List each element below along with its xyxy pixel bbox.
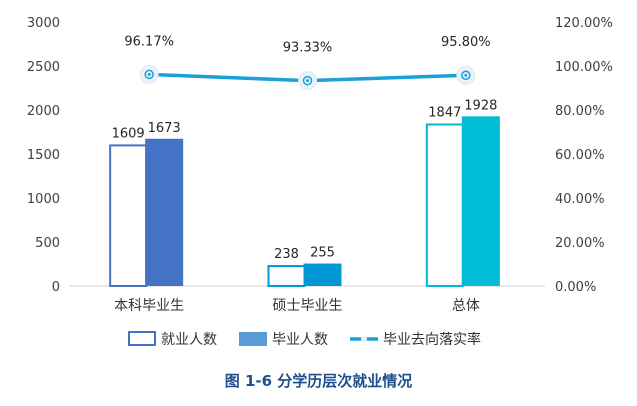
bar-data-label: 1609 [112,126,145,141]
rate-marker-icon [461,70,471,80]
bar-graduates [145,138,184,286]
legend-swatch-filled [239,332,267,346]
y-tick-label: 1500 [27,148,60,163]
y2-tick-label: 120.00% [555,16,613,31]
y-tick-label: 0 [52,280,60,295]
rate-data-label: 93.33% [283,41,333,56]
bar-employed [425,123,464,287]
y-tick-label: 2500 [27,60,60,75]
x-tick-label: 总体 [452,298,480,314]
bar-employed [267,265,306,287]
y2-tick-label: 80.00% [555,104,605,119]
legend: 就业人数 毕业人数 毕业去向落实率 [128,331,481,348]
y2-tick-label: 60.00% [555,148,605,163]
legend-label: 就业人数 [161,332,217,348]
rate-marker-dot [464,73,468,77]
rate-marker-dot [306,79,309,83]
rate-marker-icon [302,75,313,86]
bar-graduates [461,116,500,286]
rate-data-label: 96.17% [124,34,174,49]
bar-data-label: 1673 [148,121,181,136]
rate-data-label: 95.80% [441,35,491,50]
y-tick-label: 1000 [27,192,60,207]
x-tick-label: 本科毕业生 [114,298,184,314]
y-tick-label: 2000 [27,104,60,119]
x-tick-label: 硕士毕业生 [273,298,343,314]
rate-marker-icon [144,69,154,80]
bar-employed [109,144,148,287]
right-axis: 0.00% 20.00% 40.00% 60.00% 80.00% 100.00% 120.… [555,16,613,295]
bar-graduates [303,263,342,286]
bars-group: 1609 238 1847 1673 255 1928 [109,98,500,287]
legend-label: 毕业去向落实率 [383,331,481,348]
bar-data-label: 238 [274,247,299,262]
legend-label: 毕业人数 [272,332,328,348]
left-axis: 0 500 1000 1500 2000 2500 3000 [27,16,60,295]
y2-tick-label: 20.00% [555,236,605,251]
y2-tick-label: 0.00% [555,280,596,295]
figure-caption: 图 1-6 分学历层次就业情况 [224,372,413,390]
y-tick-label: 500 [35,236,60,251]
y2-tick-label: 100.00% [555,60,613,75]
bar-data-label: 1847 [428,105,461,120]
bar-data-label: 1928 [464,98,497,113]
y2-tick-label: 40.00% [555,192,605,207]
combo-chart: 0 500 1000 1500 2000 2500 3000 0.00% 20.00% 40.0… [27,16,613,348]
y-tick-label: 3000 [27,16,60,31]
rate-line-group: 96.17% 93.33% 95.80% [124,34,491,91]
x-axis: 本科毕业生 硕士毕业生 总体 [70,285,545,314]
legend-swatch-marker [361,336,367,342]
bar-data-label: 255 [310,246,335,261]
rate-marker-dot [147,72,151,76]
legend-swatch-outline [128,331,156,346]
